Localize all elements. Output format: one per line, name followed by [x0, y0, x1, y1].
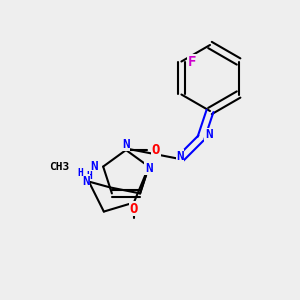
- Text: N: N: [176, 149, 184, 163]
- Text: N: N: [90, 160, 98, 173]
- Text: N: N: [122, 137, 130, 151]
- Text: CH3: CH3: [49, 162, 69, 172]
- Text: N: N: [205, 128, 212, 142]
- Text: N: N: [145, 162, 153, 175]
- Text: F: F: [188, 55, 196, 68]
- Text: O: O: [152, 143, 160, 157]
- Text: H: H: [87, 171, 93, 181]
- Text: H: H: [77, 168, 83, 178]
- Text: O: O: [130, 202, 138, 216]
- Text: N: N: [82, 175, 90, 188]
